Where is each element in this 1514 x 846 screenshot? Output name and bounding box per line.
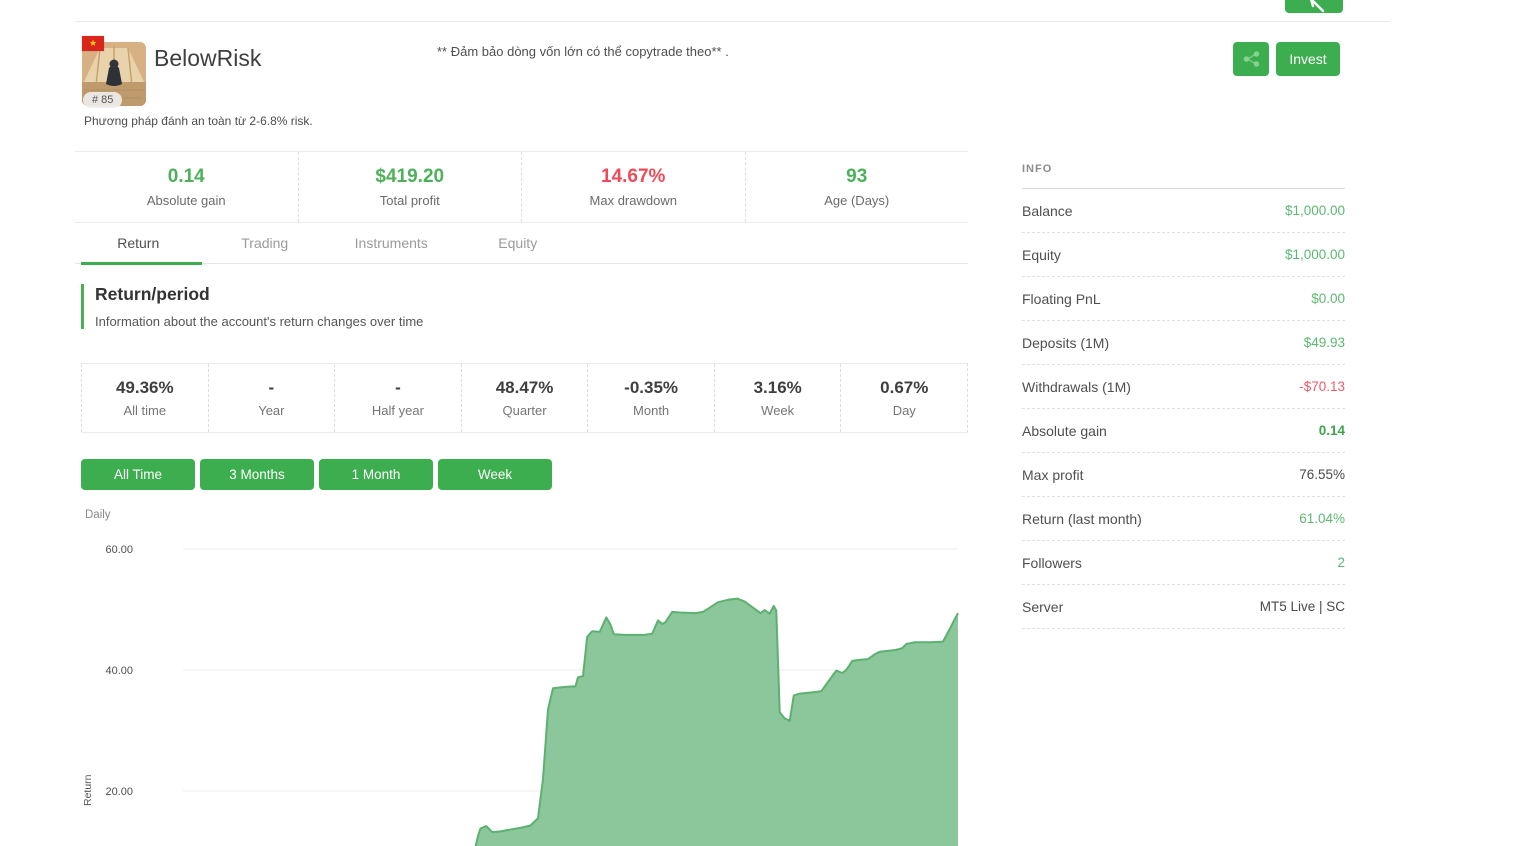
info-value: 61.04% [1299, 511, 1345, 526]
period-returns-row: 49.36% All time - Year - Half year 48.47… [81, 363, 968, 433]
info-value: $1,000.00 [1284, 203, 1345, 218]
info-row-absolute-gain: Absolute gain 0.14 [1022, 409, 1345, 453]
info-label: Equity [1022, 246, 1061, 263]
stat-total-profit: $419.20 Total profit [297, 152, 522, 222]
period-label: Week [761, 403, 795, 418]
info-row-deposits: Deposits (1M) $49.93 [1022, 321, 1345, 365]
info-label: Withdrawals (1M) [1022, 378, 1131, 395]
avatar-image [82, 42, 146, 106]
period-value: 48.47% [495, 378, 554, 397]
tab-trading[interactable]: Trading [241, 234, 289, 251]
range-week-button[interactable]: Week [438, 459, 552, 490]
info-row-floating-pnl: Floating PnL $0.00 [1022, 277, 1345, 321]
chart-granularity-label: Daily [85, 509, 111, 521]
period-label: All time [123, 403, 167, 418]
info-panel: INFO Balance $1,000.00 Equity $1,000.00 … [1022, 163, 1345, 629]
period-quarter: 48.47% Quarter [460, 364, 588, 432]
info-label: Followers [1022, 554, 1082, 571]
invest-button[interactable]: Invest [1276, 42, 1340, 76]
profile-tabs: Return Trading Instruments Equity [75, 222, 968, 265]
svg-text:40.00: 40.00 [105, 665, 133, 677]
range-1-month-button[interactable]: 1 Month [319, 459, 433, 490]
info-row-return-last-month: Return (last month) 61.04% [1022, 497, 1345, 541]
info-label: Absolute gain [1022, 422, 1107, 439]
info-value: -$70.13 [1299, 379, 1345, 394]
info-value: 2 [1337, 555, 1345, 570]
info-row-server: Server MT5 Live | SC [1022, 585, 1345, 629]
arrow-left-icon [1310, 0, 1325, 13]
period-half-year: - Half year [334, 364, 461, 432]
stat-absolute-gain: 0.14 Absolute gain [75, 152, 298, 222]
info-row-balance: Balance $1,000.00 [1022, 189, 1345, 233]
tab-instruments[interactable]: Instruments [354, 234, 428, 251]
share-button[interactable] [1233, 42, 1269, 76]
stat-label: Max drawdown [589, 193, 677, 208]
period-label: Month [633, 403, 670, 418]
stat-label: Absolute gain [146, 193, 226, 208]
trader-description: Phương pháp đánh an toàn từ 2-6.8% risk. [84, 114, 313, 128]
svg-text:60.00: 60.00 [105, 544, 133, 556]
return-area-chart[interactable]: 60.00 40.00 20.00 [75, 508, 968, 846]
chart-range-buttons: All Time 3 Months 1 Month Week [81, 459, 552, 490]
period-label: Quarter [502, 403, 547, 418]
period-value: 49.36% [115, 378, 174, 397]
section-title: Return/period [95, 284, 210, 304]
tab-return[interactable]: Return [75, 222, 202, 265]
tab-equity[interactable]: Equity [498, 234, 538, 251]
period-value: -0.35% [624, 378, 679, 397]
svg-text:20.00: 20.00 [105, 786, 133, 798]
info-label: Balance [1022, 202, 1073, 219]
info-label: Server [1022, 598, 1064, 615]
vietnam-flag-icon: ★ [82, 36, 104, 51]
stat-max-drawdown: 14.67% Max drawdown [521, 152, 745, 222]
stat-value: 0.14 [167, 166, 205, 187]
info-row-followers: Followers 2 [1022, 541, 1345, 585]
info-panel-title: INFO [1022, 163, 1345, 189]
info-value: $0.00 [1311, 291, 1345, 306]
info-label: Floating PnL [1022, 290, 1101, 307]
period-value: 0.67% [880, 378, 929, 397]
range-3-months-button[interactable]: 3 Months [200, 459, 314, 490]
info-value: 0.14 [1318, 423, 1345, 438]
stat-value: 93 [846, 166, 868, 187]
period-year: - Year [207, 364, 335, 432]
stat-value: $419.20 [375, 166, 445, 187]
return-period-section-header: Return/period Information about the acco… [81, 284, 423, 329]
info-value: $1,000.00 [1284, 247, 1345, 262]
period-day: 0.67% Day [840, 364, 967, 432]
period-all-time: 49.36% All time [81, 364, 208, 432]
period-value: 3.16% [753, 378, 802, 397]
stat-label: Age (Days) [824, 193, 890, 208]
info-label: Max profit [1022, 466, 1084, 483]
share-icon [1243, 51, 1260, 67]
info-value: MT5 Live | SC [1259, 599, 1345, 614]
stat-value: 14.67% [601, 166, 666, 187]
info-value: 76.55% [1299, 467, 1345, 482]
page-title: BelowRisk [154, 45, 262, 71]
period-label: Half year [371, 403, 424, 418]
info-row-max-profit: Max profit 76.55% [1022, 453, 1345, 497]
rank-badge: # 85 [83, 92, 123, 108]
summary-stats-row: 0.14 Absolute gain $419.20 Total profit … [75, 151, 968, 223]
stat-age-days: 93 Age (Days) [744, 152, 969, 222]
period-label: Year [258, 403, 285, 418]
period-week: 3.16% Week [713, 364, 841, 432]
avatar: ★ # 85 [82, 36, 146, 108]
period-label: Day [892, 403, 916, 418]
info-row-withdrawals: Withdrawals (1M) -$70.13 [1022, 365, 1345, 409]
info-label: Deposits (1M) [1022, 334, 1110, 351]
back-button[interactable] [1285, 0, 1343, 13]
period-value: - [395, 378, 401, 397]
header-divider [75, 21, 1390, 22]
stat-label: Total profit [379, 193, 440, 208]
range-all-time-button[interactable]: All Time [81, 459, 195, 490]
info-label: Return (last month) [1022, 510, 1142, 527]
period-value: - [268, 378, 275, 397]
period-month: -0.35% Month [587, 364, 714, 432]
section-subtitle: Information about the account's return c… [95, 314, 424, 329]
info-value: $49.93 [1303, 335, 1345, 350]
trader-quote: ** Đảm bảo dòng vốn lớn có thể copytrade… [437, 44, 729, 59]
info-row-equity: Equity $1,000.00 [1022, 233, 1345, 277]
